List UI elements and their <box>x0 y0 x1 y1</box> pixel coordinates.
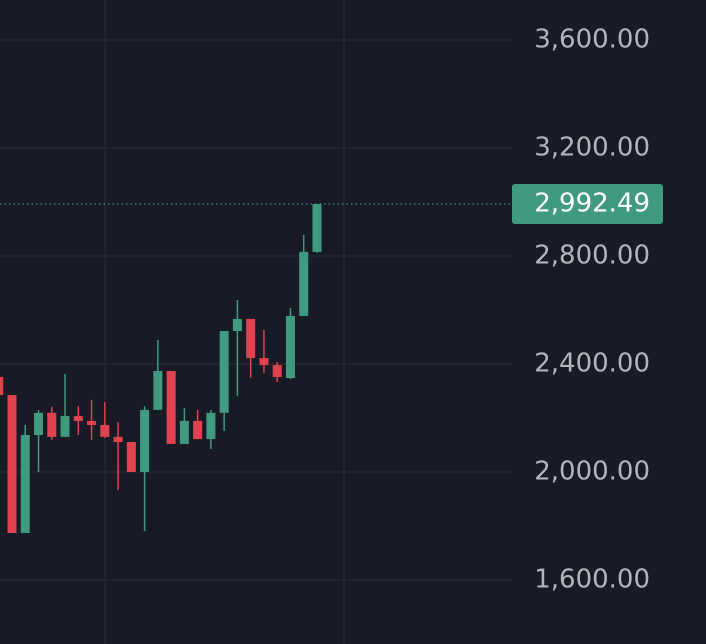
candle-body <box>34 412 44 436</box>
plot-area <box>0 203 512 534</box>
candle-body <box>206 412 216 440</box>
y-tick-label: 2,000.00 <box>534 456 650 486</box>
candle-body <box>140 409 150 472</box>
candle-body <box>87 420 97 426</box>
candle-body <box>299 251 309 316</box>
y-tick-label: 2,400.00 <box>534 348 650 378</box>
candle-body <box>285 315 295 379</box>
y-tick-label: 1,600.00 <box>534 565 650 595</box>
candle-body <box>312 204 322 252</box>
grid <box>0 39 512 581</box>
price-axis: 1,600.00 2,000.00 2,400.00 2,800.00 3,200.00… <box>512 24 663 595</box>
candle-body <box>232 318 242 332</box>
candle-body <box>7 395 17 534</box>
candle-body <box>47 412 57 437</box>
candle-body <box>73 416 83 421</box>
candle-body <box>246 318 256 359</box>
y-tick-label: 3,200.00 <box>534 132 650 162</box>
candle-body <box>166 371 176 444</box>
candle-body <box>126 442 136 472</box>
candle-body <box>179 420 189 444</box>
y-tick-label: 3,600.00 <box>534 24 650 54</box>
candle-body <box>219 331 229 413</box>
candle-body <box>259 358 269 366</box>
candle-body <box>153 371 163 410</box>
y-tick-label: 2,800.00 <box>534 240 650 270</box>
candle-body <box>193 420 203 440</box>
candle-body <box>60 416 70 437</box>
last-price-label: 2,992.49 <box>534 189 650 219</box>
last-price-box <box>512 184 663 225</box>
candle-body <box>20 435 30 534</box>
candle-body <box>272 365 282 377</box>
candle-body <box>100 425 110 437</box>
candle-body <box>0 376 4 396</box>
candle-body <box>113 436 123 443</box>
